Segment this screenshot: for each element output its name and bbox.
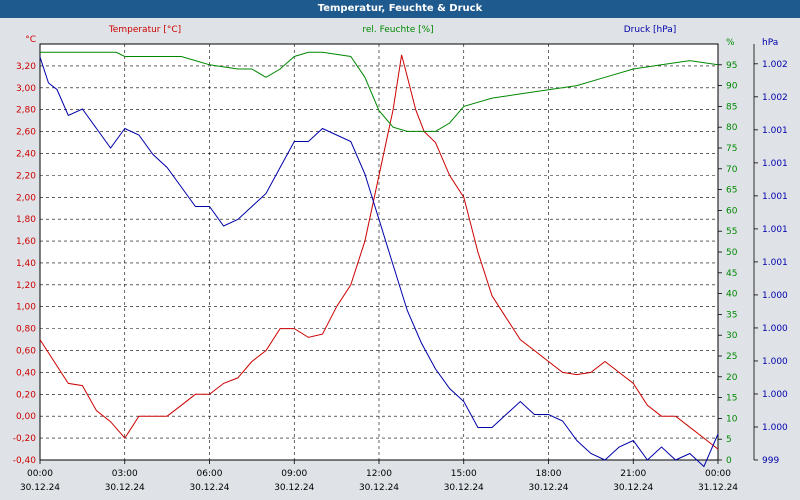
temperature-series-line bbox=[39, 54, 719, 450]
humidity-axis-title: rel. Feuchte [%] bbox=[362, 25, 433, 35]
pressure-tick-label: 1.000 bbox=[762, 357, 788, 367]
humidity-tick-label: 20 bbox=[726, 373, 738, 383]
temperature-tick-label: 2,20 bbox=[16, 171, 36, 181]
x-date-label: 31.12.24 bbox=[698, 483, 738, 493]
x-date-label: 30.12.24 bbox=[20, 483, 60, 493]
pressure-axis-title: Druck [hPa] bbox=[624, 25, 677, 35]
temperature-axis-title: Temperatur [°C] bbox=[108, 25, 181, 35]
plot-area bbox=[39, 43, 719, 461]
temperature-tick-label: 2,80 bbox=[16, 106, 36, 116]
humidity-tick-label: 85 bbox=[726, 102, 737, 112]
x-tick-label: 06:00 bbox=[197, 469, 223, 479]
temperature-tick-label: 1,20 bbox=[16, 281, 36, 291]
x-tick-label: 21:00 bbox=[620, 469, 646, 479]
pressure-tick-label: 1.000 bbox=[762, 324, 788, 334]
humidity-unit: % bbox=[726, 38, 735, 48]
axis-labels: -0,40 -0,20 0,00 0,20 0,40 0,60 0,80 1,00 1,20 1,… bbox=[13, 25, 788, 493]
humidity-tick-label: 10 bbox=[726, 414, 738, 424]
temperature-tick-label: 0,60 bbox=[16, 347, 36, 357]
x-tick-label: 18:00 bbox=[536, 469, 562, 479]
humidity-tick-label: 50 bbox=[726, 248, 738, 258]
temperature-tick-label: 0,40 bbox=[16, 368, 36, 378]
x-tick-label: 00:00 bbox=[27, 469, 53, 479]
x-tick-label: 00:00 bbox=[705, 469, 731, 479]
humidity-tick-label: 15 bbox=[726, 394, 737, 404]
temperature-tick-label: 0,00 bbox=[16, 412, 36, 422]
pressure-tick-label: 1.001 bbox=[762, 159, 788, 169]
humidity-series-line bbox=[40, 51, 719, 132]
pressure-tick-label: 1.000 bbox=[762, 291, 788, 301]
humidity-tick-label: 75 bbox=[726, 144, 737, 154]
x-date-label: 30.12.24 bbox=[444, 483, 484, 493]
x-tick-label: 03:00 bbox=[112, 469, 138, 479]
temperature-unit: °C bbox=[25, 35, 36, 45]
x-date-label: 30.12.24 bbox=[613, 483, 653, 493]
pressure-series-line bbox=[39, 56, 719, 468]
pressure-tick-label: 1.002 bbox=[762, 93, 788, 103]
pressure-tick-label: 1.001 bbox=[762, 192, 788, 202]
chart-svg: -0,40 -0,20 0,00 0,20 0,40 0,60 0,80 1,00 1,20 1,… bbox=[13, 25, 788, 493]
humidity-tick-label: 70 bbox=[726, 165, 738, 175]
humidity-tick-label: 5 bbox=[726, 435, 732, 445]
humidity-tick-label: 60 bbox=[726, 206, 738, 216]
x-tick-label: 15:00 bbox=[451, 469, 477, 479]
pressure-tick-label: 1.001 bbox=[762, 258, 788, 268]
temperature-tick-label: 0,20 bbox=[16, 390, 36, 400]
temperature-tick-label: 3,20 bbox=[16, 62, 36, 72]
humidity-tick-label: 55 bbox=[726, 227, 737, 237]
series-lines bbox=[39, 51, 719, 468]
pressure-unit: hPa bbox=[762, 38, 778, 48]
x-date-label: 30.12.24 bbox=[274, 483, 314, 493]
temperature-tick-label: 0,80 bbox=[16, 325, 36, 335]
x-tick-label: 12:00 bbox=[366, 469, 392, 479]
chart-title: Temperatur, Feuchte & Druck bbox=[0, 0, 800, 18]
axes bbox=[39, 44, 758, 464]
humidity-tick-label: 95 bbox=[726, 61, 737, 71]
pressure-tick-label: 1.000 bbox=[762, 423, 788, 433]
humidity-tick-label: 80 bbox=[726, 123, 738, 133]
humidity-tick-label: 0 bbox=[726, 456, 732, 466]
pressure-tick-label: 1.001 bbox=[762, 225, 788, 235]
humidity-tick-label: 45 bbox=[726, 269, 737, 279]
x-tick-label: 09:00 bbox=[281, 469, 307, 479]
temperature-tick-label: 2,40 bbox=[16, 149, 36, 159]
temperature-tick-label: 2,60 bbox=[16, 128, 36, 138]
x-date-label: 30.12.24 bbox=[105, 483, 145, 493]
x-date-label: 30.12.24 bbox=[189, 483, 229, 493]
grid bbox=[40, 44, 718, 461]
x-date-label: 30.12.24 bbox=[359, 483, 399, 493]
temperature-tick-label: -0,40 bbox=[13, 456, 37, 466]
pressure-tick-label: 1.000 bbox=[762, 390, 788, 400]
humidity-tick-label: 40 bbox=[726, 290, 738, 300]
pressure-tick-label: 999 bbox=[762, 456, 779, 466]
pressure-tick-label: 1.002 bbox=[762, 60, 788, 70]
temperature-tick-label: 3,00 bbox=[16, 84, 36, 94]
temperature-tick-label: 1,40 bbox=[16, 259, 36, 269]
temperature-tick-label: 2,00 bbox=[16, 193, 36, 203]
temperature-tick-label: 1,60 bbox=[16, 237, 36, 247]
temperature-tick-label: 1,00 bbox=[16, 303, 36, 313]
humidity-tick-label: 25 bbox=[726, 352, 737, 362]
pressure-tick-label: 1.001 bbox=[762, 126, 788, 136]
x-date-label: 30.12.24 bbox=[528, 483, 568, 493]
humidity-tick-label: 90 bbox=[726, 82, 738, 92]
temperature-tick-label: -0,20 bbox=[13, 434, 37, 444]
humidity-tick-label: 65 bbox=[726, 186, 737, 196]
humidity-tick-label: 35 bbox=[726, 310, 737, 320]
humidity-tick-label: 30 bbox=[726, 331, 738, 341]
temperature-tick-label: 1,80 bbox=[16, 215, 36, 225]
